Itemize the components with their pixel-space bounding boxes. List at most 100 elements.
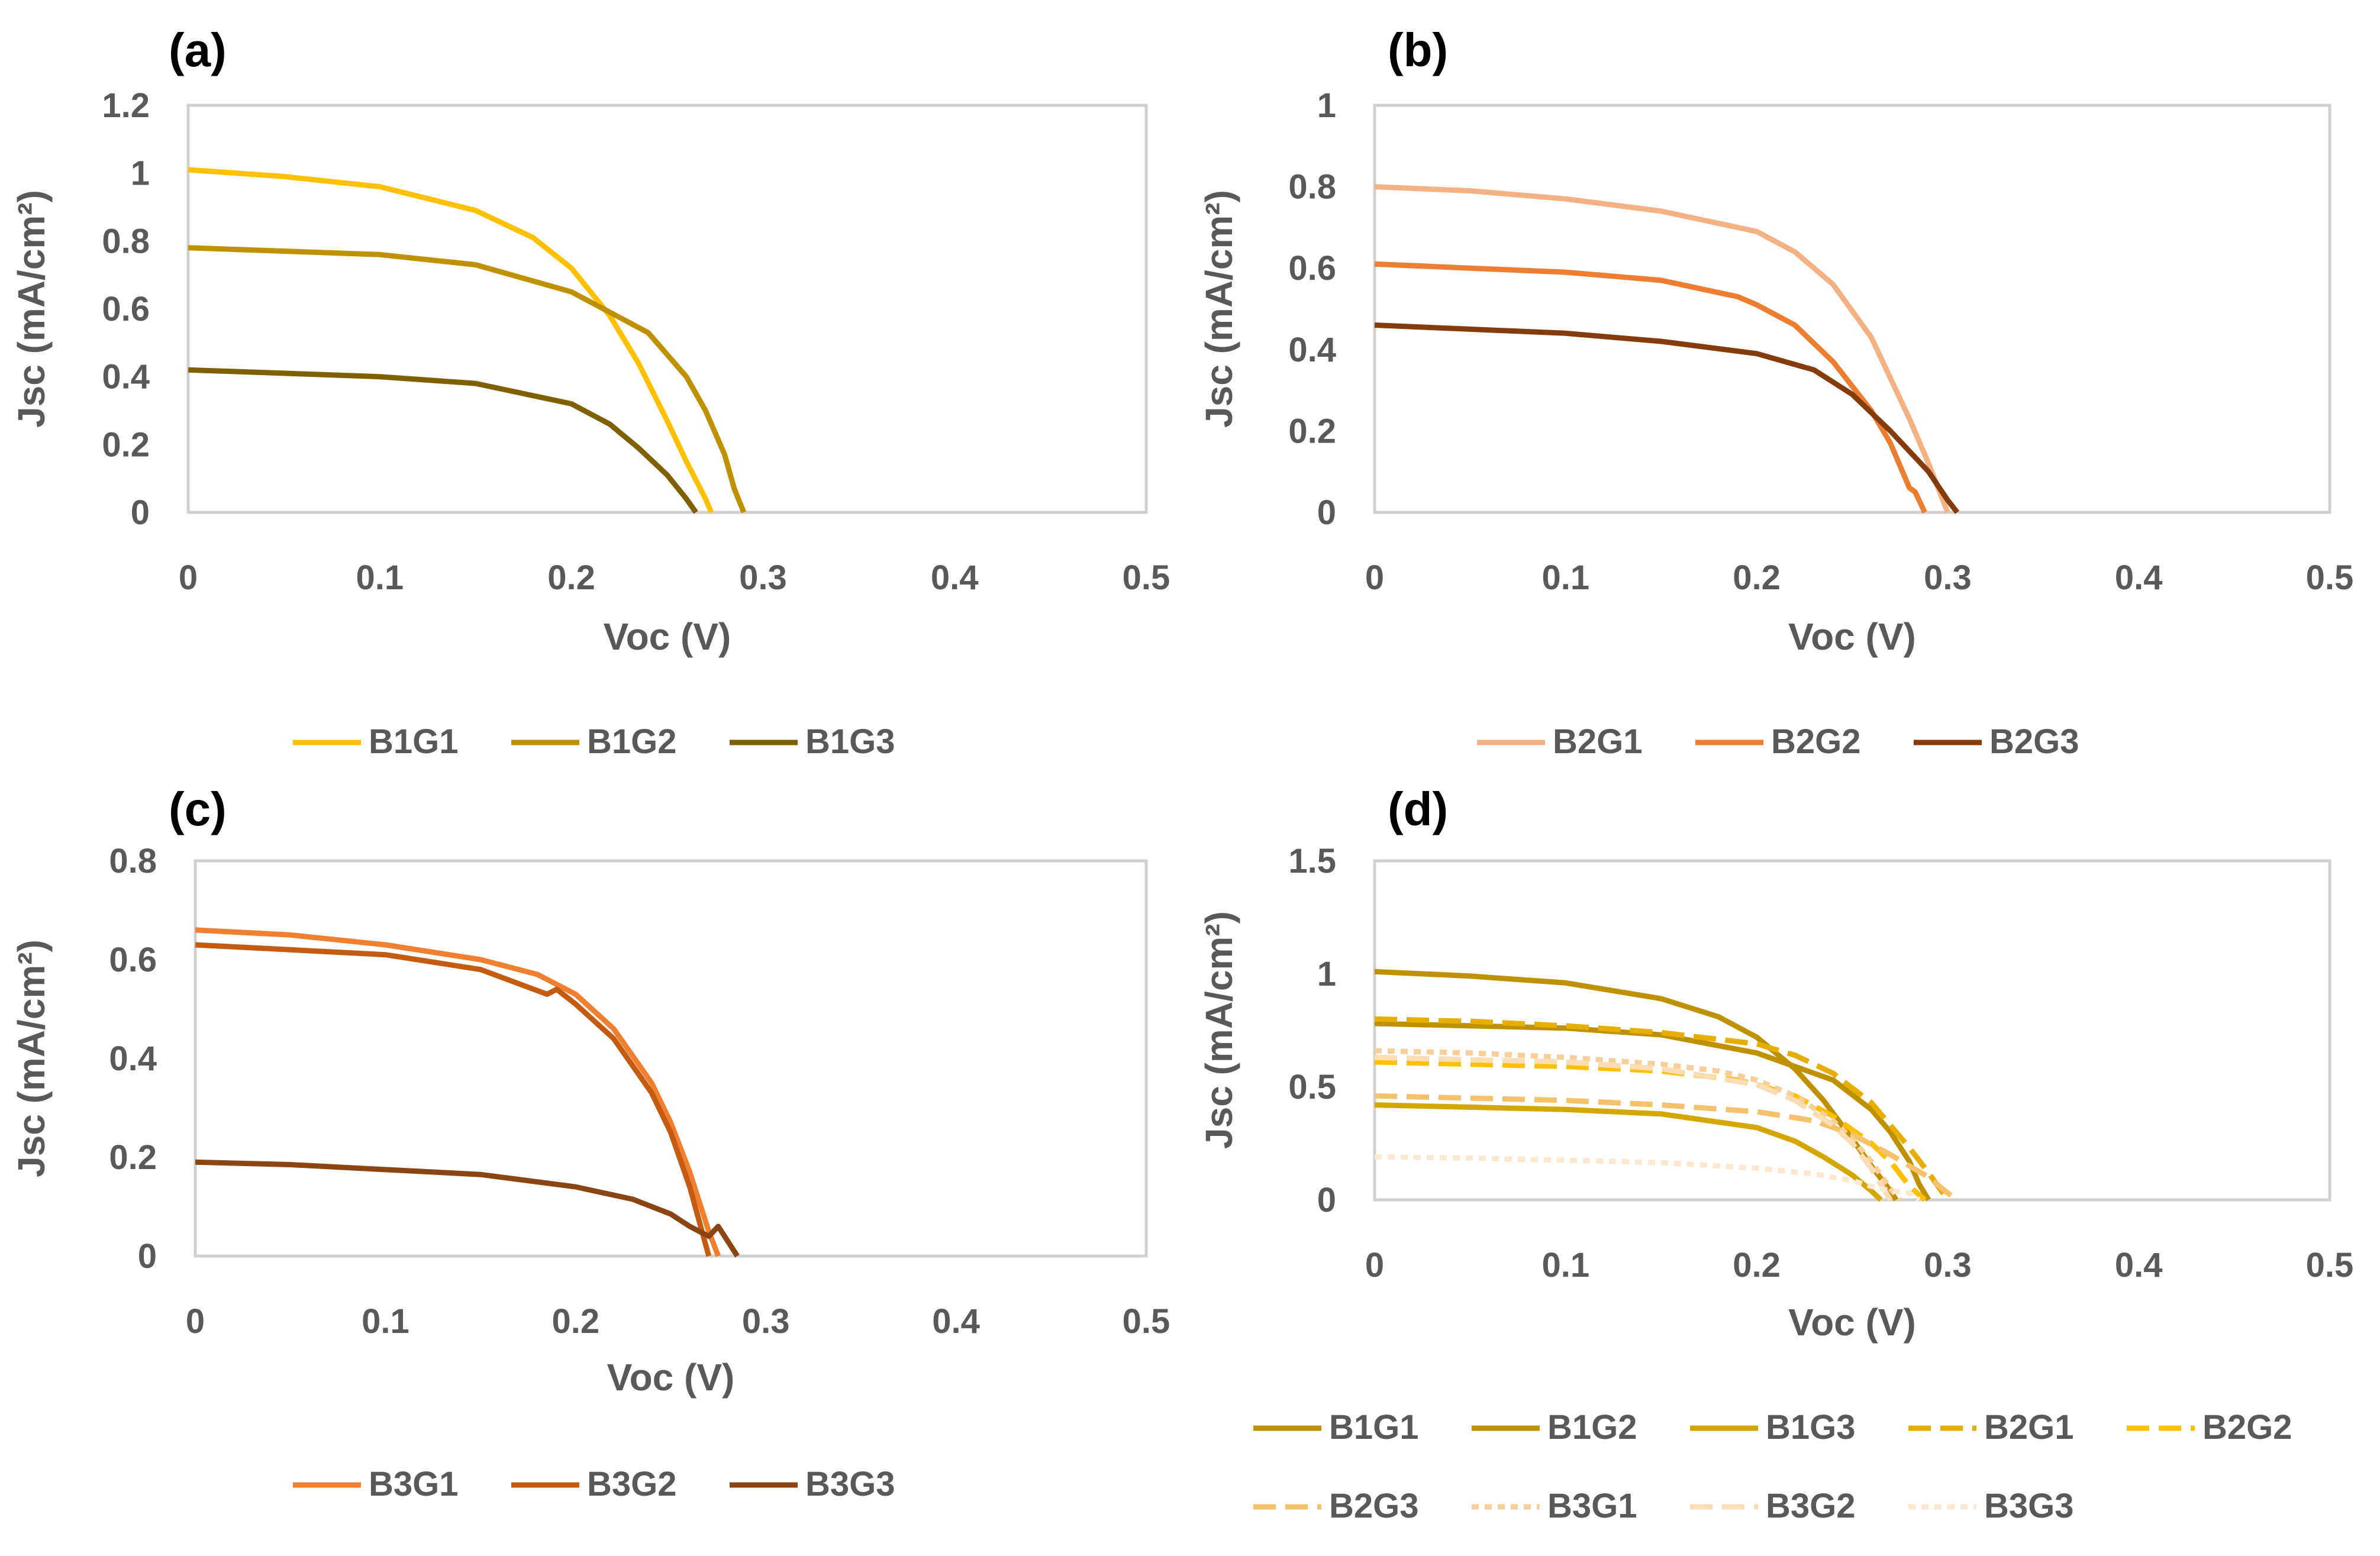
x-tick-label: 0.1 (362, 1302, 409, 1341)
x-tick-label: 0.4 (2115, 1246, 2163, 1284)
y-tick-label: 0.6 (102, 290, 150, 328)
series-line-b2g1 (1374, 1016, 1950, 1202)
series-line-b2g1 (1374, 184, 1950, 514)
panel-label: (c) (169, 783, 227, 835)
y-axis-title: Jsc (mA/cm²) (10, 940, 53, 1177)
x-axis-title: Voc (V) (604, 615, 731, 658)
x-tick-label: 0.5 (2306, 1246, 2354, 1284)
x-tick-label: 0.4 (931, 559, 979, 597)
y-tick-label: 0 (1317, 493, 1336, 532)
panel-label: (b) (1388, 24, 1448, 76)
chart-panel-2: (b) 0 0.2 0.4 0.6 0.8 1 0 0.1 0.2 0.3 0.4 0.5 Voc (V)… (1198, 24, 2353, 761)
y-tick-label: 0.8 (1288, 168, 1336, 206)
series-line-b2g3 (1374, 322, 1960, 514)
x-axis-title: Voc (V) (1788, 1301, 1916, 1344)
y-tick-label: 0 (131, 493, 150, 532)
legend-label: B1G1 (369, 722, 459, 761)
x-tick-label: 0 (1365, 559, 1384, 597)
y-tick-label: 1 (131, 154, 150, 193)
series-line-b3g1 (1374, 1048, 1902, 1202)
legend-label: B3G1 (1547, 1487, 1637, 1525)
x-axis-title: Voc (V) (1788, 615, 1916, 658)
x-tick-label: 0 (1365, 1246, 1384, 1284)
x-tick-label: 0.2 (1733, 559, 1781, 597)
y-tick-label: 0.4 (109, 1040, 157, 1078)
plot-area (194, 859, 1148, 1258)
legend-label: B2G3 (1989, 722, 2079, 761)
x-tick-label: 0.2 (1733, 1246, 1781, 1284)
legend-label: B1G3 (805, 722, 895, 761)
legend-label: B1G3 (1766, 1408, 1856, 1447)
legend-label: B1G1 (1329, 1408, 1419, 1447)
chart-panel-4: (d) 0 0.5 1 1.5 0 0.1 0.2 0.3 0.4 0.5 Voc (V) Jsc (m… (1198, 783, 2353, 1525)
legend-label: B3G1 (369, 1465, 459, 1503)
plot-area (186, 104, 1148, 514)
y-tick-label: 0.5 (1288, 1068, 1336, 1106)
y-tick-label: 0.2 (109, 1138, 157, 1177)
legend-label: B3G3 (1984, 1487, 2074, 1525)
x-tick-label: 0.5 (2306, 559, 2354, 597)
legend-label: B3G3 (805, 1465, 895, 1503)
x-tick-label: 0.1 (356, 559, 404, 597)
legend-label: B2G2 (1771, 722, 1861, 761)
legend-label: B3G2 (587, 1465, 677, 1503)
x-tick-label: 0.1 (1541, 1246, 1589, 1284)
series-line-b3g3 (1374, 1154, 1921, 1202)
y-tick-label: 0.6 (109, 941, 157, 979)
x-tick-label: 0.3 (1924, 1246, 1972, 1284)
legend-label: B2G3 (1329, 1487, 1419, 1525)
legend-label: B1G2 (587, 722, 677, 761)
y-tick-label: 1.2 (102, 86, 150, 125)
x-tick-label: 0.2 (547, 559, 595, 597)
y-tick-label: 1 (1317, 955, 1336, 993)
plot-area (1373, 104, 2331, 514)
legend-label: B2G1 (1984, 1408, 2074, 1447)
y-tick-label: 0 (138, 1237, 157, 1276)
x-tick-label: 0.4 (932, 1302, 980, 1341)
y-tick-label: 0.2 (102, 425, 150, 464)
legend-label: B3G2 (1766, 1487, 1856, 1525)
x-tick-label: 0.2 (552, 1302, 599, 1341)
series-line-b1g1 (188, 167, 714, 514)
legend-label: B2G1 (1553, 722, 1643, 761)
x-tick-label: 0.5 (1123, 559, 1170, 597)
panel-label: (a) (169, 24, 227, 76)
y-tick-label: 0.2 (1288, 412, 1336, 450)
y-tick-label: 1.5 (1288, 842, 1336, 880)
x-tick-label: 0.3 (742, 1302, 790, 1341)
y-tick-label: 0.6 (1288, 249, 1336, 288)
panel-label: (d) (1388, 783, 1448, 835)
y-tick-label: 0.4 (1288, 331, 1336, 369)
chart-panel-3: (c) 0 0.2 0.4 0.6 0.8 0 0.1 0.2 0.3 0.4 0.5 Voc (V) J… (10, 783, 1170, 1503)
y-tick-label: 0.4 (102, 358, 150, 396)
chart-panel-1: (a) 0 0.2 0.4 0.6 0.8 1 1.2 0 0.1 0.2 0.3 0.4 0.5 Voc … (10, 24, 1170, 761)
series-line-b1g3 (188, 367, 698, 514)
series-line-b3g3 (195, 1159, 740, 1258)
series-line-b3g2 (1374, 1054, 1893, 1202)
x-axis-title: Voc (V) (607, 1356, 735, 1399)
y-tick-label: 0.8 (109, 842, 157, 880)
x-tick-label: 0.4 (2115, 559, 2163, 597)
series-line-b1g2 (188, 245, 747, 514)
x-tick-label: 0 (186, 1302, 205, 1341)
plot-area (1373, 859, 2331, 1202)
x-tick-label: 0 (179, 559, 198, 597)
x-tick-label: 0.1 (1541, 559, 1589, 597)
y-axis-title: Jsc (mA/cm²) (1198, 190, 1240, 428)
y-axis-title: Jsc (mA/cm²) (1198, 911, 1240, 1149)
series-line-b3g2 (195, 942, 712, 1257)
y-tick-label: 1 (1317, 86, 1336, 125)
series-line-b3g1 (195, 927, 721, 1257)
series-line-b2g3 (1374, 1093, 1959, 1202)
y-axis-title: Jsc (mA/cm²) (10, 190, 53, 428)
x-tick-label: 0.3 (739, 559, 787, 597)
x-tick-label: 0.5 (1123, 1302, 1170, 1341)
x-tick-label: 0.3 (1924, 559, 1972, 597)
legend-label: B1G2 (1547, 1408, 1637, 1447)
y-tick-label: 0.8 (102, 222, 150, 260)
legend-label: B2G2 (2202, 1408, 2292, 1447)
series-line-b2g2 (1374, 261, 1927, 514)
y-tick-label: 0 (1317, 1181, 1336, 1219)
